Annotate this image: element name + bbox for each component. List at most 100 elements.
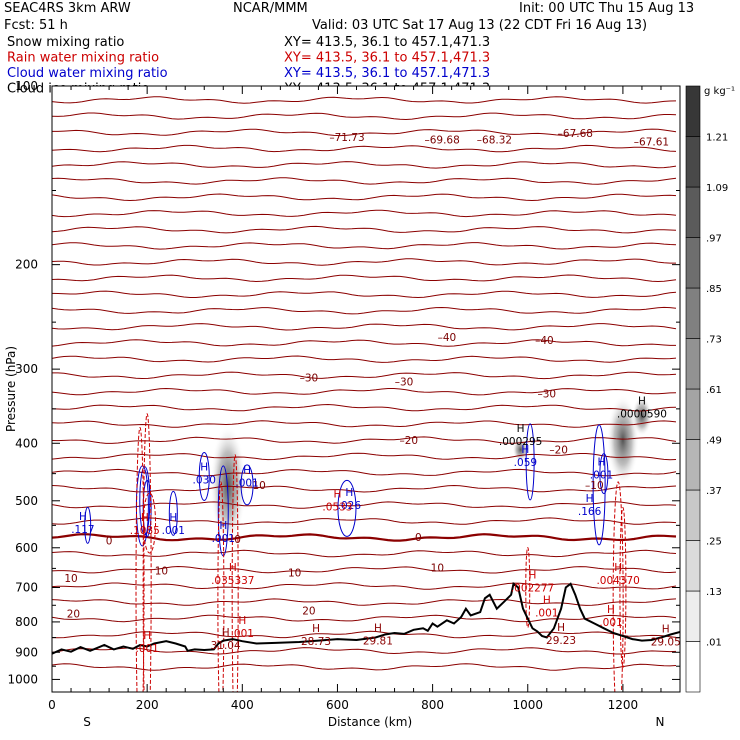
- rain-water-max-value: .1085: [130, 525, 160, 537]
- surface-max-marker: H: [222, 627, 230, 639]
- isotherm-line: [52, 323, 677, 331]
- x-tick-label: 800: [421, 698, 444, 712]
- cloud-water-max-value: .001: [162, 525, 185, 537]
- cloud-ice-max-marker: H: [638, 396, 646, 408]
- ice-shading-blob: [606, 395, 639, 486]
- rain-water-max-marker: H: [334, 488, 342, 500]
- legend-name: Snow mixing ratio: [7, 35, 124, 50]
- colorbar-tick-label: .25: [706, 537, 722, 548]
- isotherm-line: [52, 177, 677, 185]
- isotherm-line: [52, 630, 677, 639]
- colorbar-box: [685, 388, 701, 440]
- isotherm-line: [52, 501, 677, 509]
- isotherm-line: [52, 582, 677, 590]
- colorbar-box: [685, 85, 701, 137]
- y-tick-label: 600: [15, 541, 38, 555]
- cloud-water-contour: [198, 451, 210, 501]
- surface-max-marker: H: [662, 624, 670, 636]
- cloud-ice-max-value: .000295: [499, 436, 542, 448]
- temperature-label: –40: [438, 332, 457, 344]
- cloud-water-contour: [525, 423, 535, 501]
- contour-labels: –71.73 –69.68 –68.32 –67.68 –67.61 –40 –40 –30 –…: [64, 128, 680, 655]
- legend-xy: XY= 413.5, 36.1 to 457.1,471.3: [284, 35, 490, 50]
- temperature-label: –10: [247, 480, 266, 492]
- y-tick-label: 100: [15, 79, 38, 93]
- rain-water-max-value: .0533: [322, 501, 352, 513]
- colorbar-box: [685, 641, 701, 693]
- cloud-water-contour: [84, 506, 92, 544]
- temperature-label: –68.32: [477, 134, 512, 146]
- temperature-label: 10: [64, 573, 77, 585]
- y-tick-label: 400: [15, 436, 38, 450]
- terrain: [52, 582, 680, 655]
- x-axis-title: Distance (km): [328, 715, 412, 729]
- south-end-label: S: [83, 715, 91, 729]
- colorbar-tick-label: .85: [706, 284, 722, 295]
- isotherm-line: [52, 242, 677, 250]
- terrain-profile: [52, 582, 680, 655]
- cloud-water-max-marker: H: [219, 520, 227, 532]
- isotherm-line: [52, 452, 677, 461]
- rain-water-max-marker: H: [229, 562, 237, 574]
- cloud-ice-max-value: .0000590: [617, 409, 667, 421]
- legend-name: Cloud water mixing ratio: [7, 66, 168, 81]
- colorbar-box: [685, 590, 701, 642]
- x-tick-label: 200: [136, 698, 159, 712]
- surface-max-marker: H: [374, 622, 382, 634]
- isotherm-line: [52, 663, 677, 671]
- colorbar-box: [685, 237, 701, 289]
- rain-water-contour: [135, 427, 145, 692]
- rain-water-contour: [143, 492, 157, 554]
- cloud-ice-max-marker: H: [517, 423, 525, 435]
- cloud-water-max-marker: H: [345, 487, 353, 499]
- ice-shading-blob: [631, 396, 652, 437]
- isotherm-line: [52, 420, 677, 428]
- isotherm-line: [52, 290, 677, 299]
- rain-water-max-marker: H: [238, 615, 246, 627]
- colorbar: .01 .13 .25 .37 .49 .61 .73 .85 .97 1.09 1.21 g kg⁻…: [685, 85, 735, 693]
- init-label: Init: 00 UTC Thu 15 Aug 13: [519, 1, 694, 16]
- cloud-water-max-marker: H: [521, 444, 529, 456]
- y-tick-label: 300: [15, 362, 38, 376]
- cloud-water-max-marker: H: [169, 512, 177, 524]
- colorbar-box: [685, 287, 701, 339]
- isotherm-line: [52, 565, 677, 574]
- temperature-label: –71.73: [329, 132, 364, 144]
- x-tick-label: 600: [326, 698, 349, 712]
- colorbar-box: [685, 540, 701, 592]
- surface-max-value: 28.73: [301, 636, 331, 648]
- isotherm-line: [52, 436, 677, 444]
- colorbar-box: [685, 439, 701, 491]
- rain-water-max-value: .002277: [511, 583, 554, 595]
- temperature-label: –69.68: [424, 134, 459, 146]
- rain-water-contours: [135, 413, 627, 692]
- isotherm-line: [52, 96, 677, 104]
- cloud-water-max-value: .001: [212, 533, 235, 545]
- rain-water-max-marker: H: [141, 512, 149, 524]
- cloud-water-contour: [337, 479, 357, 537]
- temperature-label: 0: [234, 534, 241, 546]
- x-tick-label: 1200: [608, 698, 639, 712]
- isotherm-line: [52, 112, 677, 121]
- temperature-label: –30: [395, 377, 414, 389]
- colorbar-tick-label: .13: [706, 587, 722, 598]
- colorbar-tick-label: .61: [706, 385, 722, 396]
- colorbar-tick-label: .73: [706, 335, 722, 346]
- north-end-label: N: [656, 715, 665, 729]
- isotherms: [52, 96, 677, 671]
- forecast-hour-label: Fcst: 51 h: [4, 18, 68, 33]
- isotherm-line: [52, 339, 676, 347]
- temperature-label: –67.61: [634, 136, 669, 148]
- colorbar-box: [685, 489, 701, 541]
- colorbar-box: [685, 338, 701, 390]
- x-tick-label: 1000: [512, 698, 543, 712]
- valid-time-label: Valid: 03 UTC Sat 17 Aug 13 (22 CDT Fri …: [312, 18, 647, 33]
- cloud-water-max-marker: H: [79, 511, 87, 523]
- isotherm-line: [52, 549, 677, 558]
- temperature-label: 0: [415, 532, 422, 544]
- model-label: SEAC4RS 3km ARW: [4, 1, 131, 16]
- rain-water-max-value: .001: [231, 628, 254, 640]
- cloud-water-max-value: .030: [193, 474, 216, 486]
- legend-xy: XY= 413.5, 36.1 to 457.1,471.3: [284, 66, 490, 81]
